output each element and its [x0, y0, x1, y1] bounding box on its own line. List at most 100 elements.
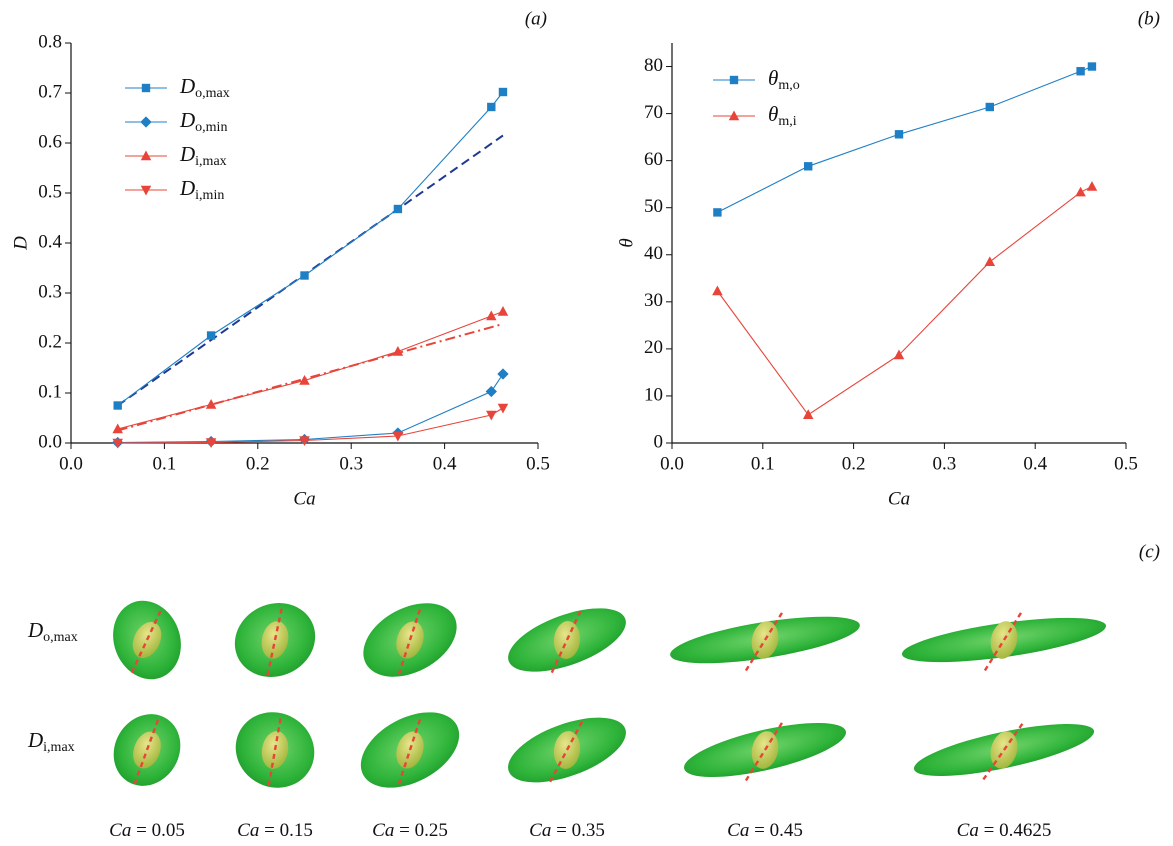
droplet: [508, 717, 626, 783]
subscript: o,max: [195, 86, 230, 101]
caption: Ca = 0.05: [109, 820, 185, 841]
axis-line: [133, 715, 161, 785]
marker: [113, 401, 122, 410]
droplet: [113, 600, 181, 680]
symbol: D: [179, 176, 195, 200]
marker: [712, 285, 723, 296]
symbol: θ: [768, 102, 778, 126]
marker: [205, 438, 217, 448]
caption-value: 0.25: [415, 820, 448, 841]
droplet: [113, 714, 181, 786]
series-line: [716, 186, 1093, 416]
subscript: m,o: [778, 78, 799, 93]
marker: [985, 102, 994, 112]
marker: [893, 349, 905, 360]
legend-label: θm,i: [768, 102, 797, 129]
y-tick-label: 50: [644, 196, 663, 217]
y-tick-label: 80: [644, 55, 663, 76]
marker: [392, 346, 404, 356]
symbol: θ: [768, 66, 778, 90]
droplet: [235, 712, 315, 788]
droplet: [913, 719, 1095, 781]
marker: [1086, 181, 1098, 191]
legend-label: θm,o: [768, 66, 800, 93]
axis-line: [983, 608, 1025, 672]
series-line: [117, 310, 504, 430]
x-tick-label: 0.1: [153, 453, 177, 474]
caption-value: 0.15: [280, 820, 313, 841]
marker: [486, 410, 497, 421]
marker: [713, 208, 722, 217]
subscript: o,max: [43, 630, 78, 645]
x-tick-label: 0.0: [59, 453, 83, 474]
caption: Ca = 0.45: [727, 820, 803, 841]
x-tick-label: 0.2: [842, 453, 866, 474]
marker: [804, 162, 813, 171]
x-axis-label: Ca: [293, 488, 315, 509]
droplet: [508, 606, 626, 674]
y-tick-label: 0.1: [38, 381, 62, 402]
row-label: Do,max: [27, 618, 78, 645]
symbol: D: [179, 108, 195, 132]
x-tick-label: 0.2: [246, 453, 270, 474]
symbol: D: [27, 728, 43, 752]
droplet: [363, 603, 457, 677]
caption-symbol: Ca: [529, 820, 551, 841]
subscript: i,max: [43, 740, 75, 755]
caption-symbol: Ca: [109, 820, 131, 841]
x-tick-label: 0.3: [339, 453, 363, 474]
caption: Ca = 0.25: [372, 820, 448, 841]
axis-line: [397, 715, 423, 785]
symbol: D: [179, 142, 195, 166]
subscript: i,max: [195, 154, 227, 169]
subscript: m,i: [778, 114, 796, 129]
caption: Ca = 0.35: [529, 820, 605, 841]
y-tick-label: 0.8: [38, 31, 62, 52]
row-label: Di,max: [27, 728, 75, 755]
x-axis-label: Ca: [888, 488, 910, 509]
marker: [984, 256, 996, 267]
legend-label: Di,min: [179, 176, 224, 203]
panel-label: (c): [1139, 541, 1160, 562]
legend-marker: [140, 150, 152, 161]
marker: [299, 436, 310, 446]
symbol: D: [27, 618, 43, 642]
axis-line: [744, 608, 786, 672]
legend-marker: [140, 116, 152, 128]
legend-label: Do,min: [179, 108, 227, 135]
series-line: [117, 91, 504, 406]
marker: [1076, 67, 1085, 76]
axis-line: [549, 717, 585, 783]
caption-value: 0.45: [770, 820, 803, 841]
caption-symbol: Ca: [727, 820, 749, 841]
droplet: [901, 608, 1107, 672]
y-tick-label: 0.0: [38, 431, 62, 452]
marker: [485, 385, 497, 398]
inner-drop: [132, 621, 162, 659]
marker: [300, 271, 309, 280]
caption-symbol: Ca: [372, 820, 394, 841]
droplet: [684, 718, 846, 782]
legend-label: Do,max: [179, 74, 230, 101]
caption-equals: =: [136, 820, 147, 841]
caption-value: 0.4625: [999, 820, 1051, 841]
subscript: o,min: [195, 120, 227, 135]
marker: [392, 431, 404, 442]
y-tick-label: 0.4: [38, 231, 62, 252]
y-tick-label: 40: [644, 243, 663, 264]
x-tick-label: 0.0: [660, 453, 684, 474]
caption: Ca = 0.15: [237, 820, 313, 841]
x-tick-label: 0.4: [433, 453, 457, 474]
marker: [497, 403, 509, 414]
axis-line: [266, 604, 284, 676]
axis-line: [130, 606, 164, 674]
subscript: i,min: [195, 188, 224, 203]
marker: [497, 368, 509, 380]
inner-drop: [553, 621, 581, 659]
caption-equals: =: [264, 820, 275, 841]
marker: [802, 409, 814, 419]
marker: [112, 438, 123, 449]
y-axis-label: D: [10, 236, 31, 251]
caption-equals: =: [556, 820, 567, 841]
